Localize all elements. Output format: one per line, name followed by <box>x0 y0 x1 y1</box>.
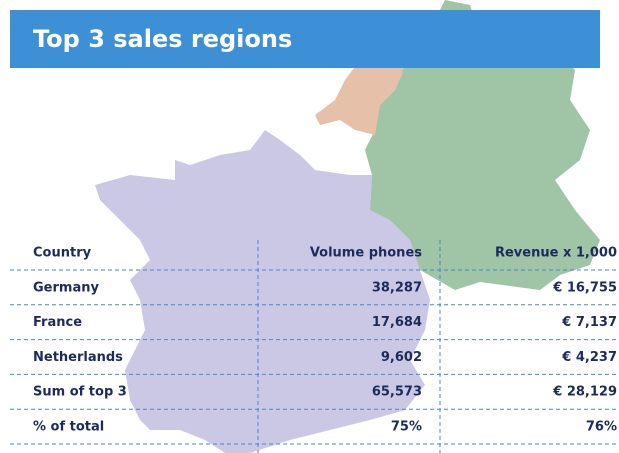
table-cell: France <box>33 315 82 330</box>
table-cell: 17,684 <box>372 315 422 330</box>
map-france <box>95 130 430 453</box>
table-cell: 75% <box>391 420 422 435</box>
table-cell: 76% <box>586 420 617 435</box>
table-cell: € 16,755 <box>552 280 617 295</box>
table: Country Volume phones Revenue x 1,000 Germa… <box>10 240 619 453</box>
table-cell: 9,602 <box>381 350 422 365</box>
table-cell: 38,287 <box>372 280 422 295</box>
map-germany <box>365 0 600 290</box>
table-cell: Netherlands <box>33 350 123 365</box>
table-cell: € 4,237 <box>561 350 617 365</box>
column-header: Country <box>33 246 92 261</box>
column-header: Volume phones <box>310 246 422 261</box>
table-cell: Germany <box>33 280 99 295</box>
table-cell: 65,573 <box>372 385 422 400</box>
title-banner <box>10 10 600 68</box>
table-cell: % of total <box>33 420 104 435</box>
column-header: Revenue x 1,000 <box>495 246 617 261</box>
table-cell: Sum of top 3 <box>33 385 127 400</box>
table-cell: € 28,129 <box>552 385 617 400</box>
map-netherlands <box>315 50 405 135</box>
table-cell: € 7,137 <box>561 315 617 330</box>
title: Top 3 sales regions <box>33 25 292 53</box>
